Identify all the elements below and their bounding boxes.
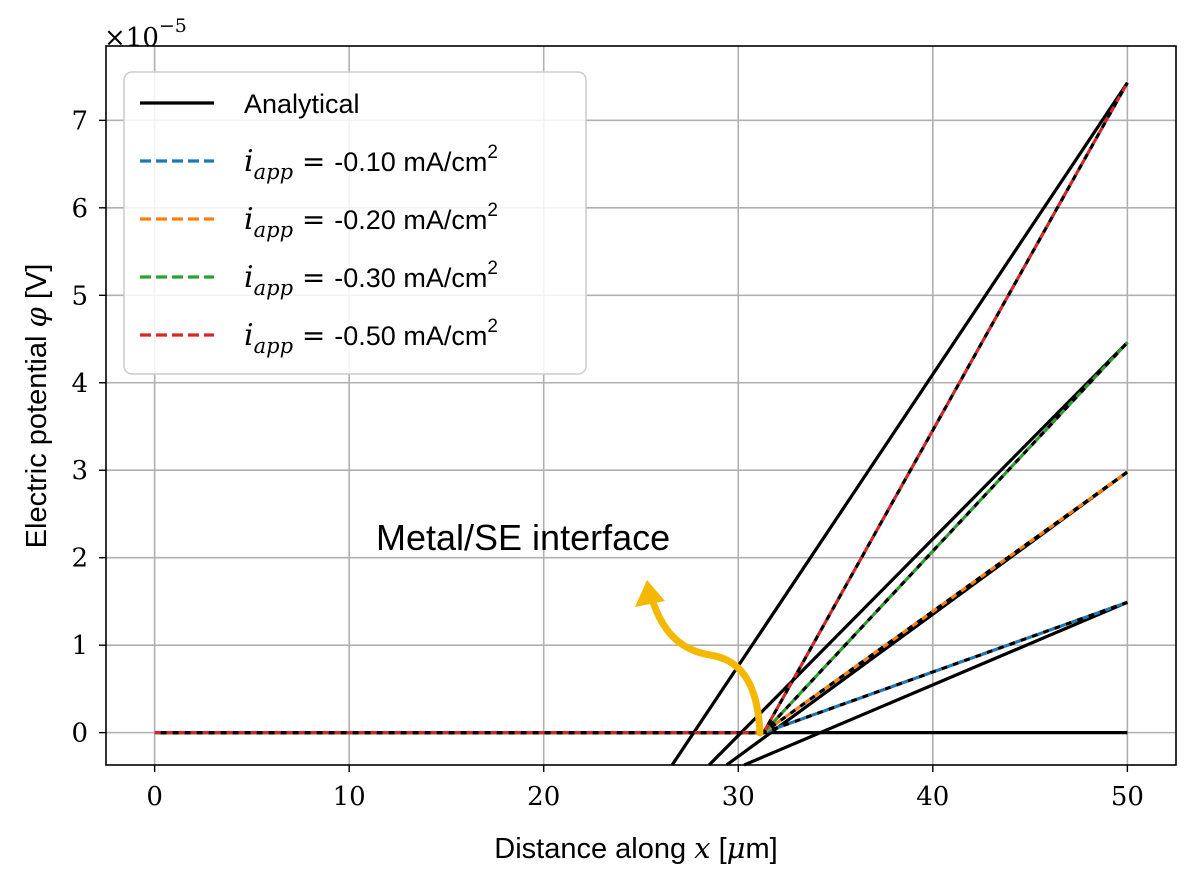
y-tick-label: 7 [71,106,88,136]
legend-item: iapp = -0.20 mA/cm2 [140,200,498,242]
analytical-line [670,81,1129,766]
x-axis-title-suffix: m] [746,833,778,865]
y-axis-variable: φ [19,307,53,328]
x-axis-title-open: [ [711,833,727,865]
legend-op: = [293,145,334,178]
legend-sub: app [254,160,293,184]
x-axis-variable: x [694,831,710,865]
x-tick-label: 30 [722,782,755,812]
x-tick-label: 0 [146,782,163,812]
interface-annotation: Metal/SE interface [376,517,764,737]
interface-label: Metal/SE interface [376,517,670,558]
y-multiplier: ×10−5 [104,15,187,53]
legend-var: i [244,260,254,295]
series-line [154,600,1128,735]
analytical-overlay [154,600,1128,735]
legend-var: i [244,318,254,353]
legend-item: Analytical [140,89,360,119]
x-tick-label: 40 [916,782,949,812]
interface-arrow [647,592,764,737]
y-tick-label: 0 [71,719,88,749]
interface-arrow-head [635,580,665,607]
legend-sub: app [254,334,293,358]
series-line [154,341,1129,735]
x-tick-label: 10 [333,782,366,812]
y-axis-title: Electric potential φ [V] [19,264,53,549]
x-axis-title-prefix: Distance along [494,833,694,865]
legend-value: -0.10 mA/cm [334,147,487,177]
legend-value: -0.20 mA/cm [334,205,487,235]
legend-sub: app [254,276,293,300]
analytical-line [707,341,1129,767]
legend-sup: 2 [487,142,498,163]
analytical-overlay [154,81,1129,735]
y-axis-title-suffix: [V] [21,264,53,308]
series-line [154,81,1129,735]
x-tick-label: 20 [527,782,560,812]
legend-item: iapp = -0.10 mA/cm2 [140,142,498,184]
legend-op: = [293,261,334,294]
y-multiplier-exponent: −5 [159,15,187,37]
legend-label: iapp = -0.50 mA/cm2 [244,316,498,358]
legend-sup: 2 [487,200,498,221]
x-axis-title: Distance along x [μm] [494,831,777,865]
y-tick-label: 4 [71,369,88,399]
legend-item: iapp = -0.30 mA/cm2 [140,258,498,300]
legend-sup: 2 [487,258,498,279]
legend-label: iapp = -0.30 mA/cm2 [244,258,498,300]
y-ticks: 0 1 2 3 4 5 6 7 [71,106,106,749]
series-layer [154,81,1129,767]
legend-value: -0.50 mA/cm [334,321,487,351]
legend-var: i [244,202,254,237]
y-tick-label: 6 [71,194,88,224]
legend-value: -0.30 mA/cm [334,263,487,293]
y-tick-label: 1 [71,631,88,661]
y-tick-label: 3 [71,456,88,486]
legend-op: = [293,319,334,352]
x-axis-mu: μ [727,831,746,865]
legend-label: iapp = -0.20 mA/cm2 [244,200,498,242]
legend-var: i [244,144,254,179]
y-axis-title-prefix: Electric potential [21,328,53,549]
y-tick-label: 5 [71,281,88,311]
y-multiplier-base: ×10 [104,23,159,53]
legend-item: iapp = -0.50 mA/cm2 [140,316,498,358]
x-ticks: 0 10 20 30 40 50 [146,765,1144,812]
legend-sup: 2 [487,316,498,337]
legend-box [123,71,587,375]
legend-op: = [293,203,334,236]
legend-label: iapp = -0.10 mA/cm2 [244,142,498,184]
legend-sub: app [254,218,293,242]
legend-label: Analytical [244,89,360,119]
y-tick-label: 2 [71,544,88,574]
plot-frame [105,45,1177,766]
analytical-line [743,600,1128,767]
x-tick-label: 50 [1111,782,1144,812]
